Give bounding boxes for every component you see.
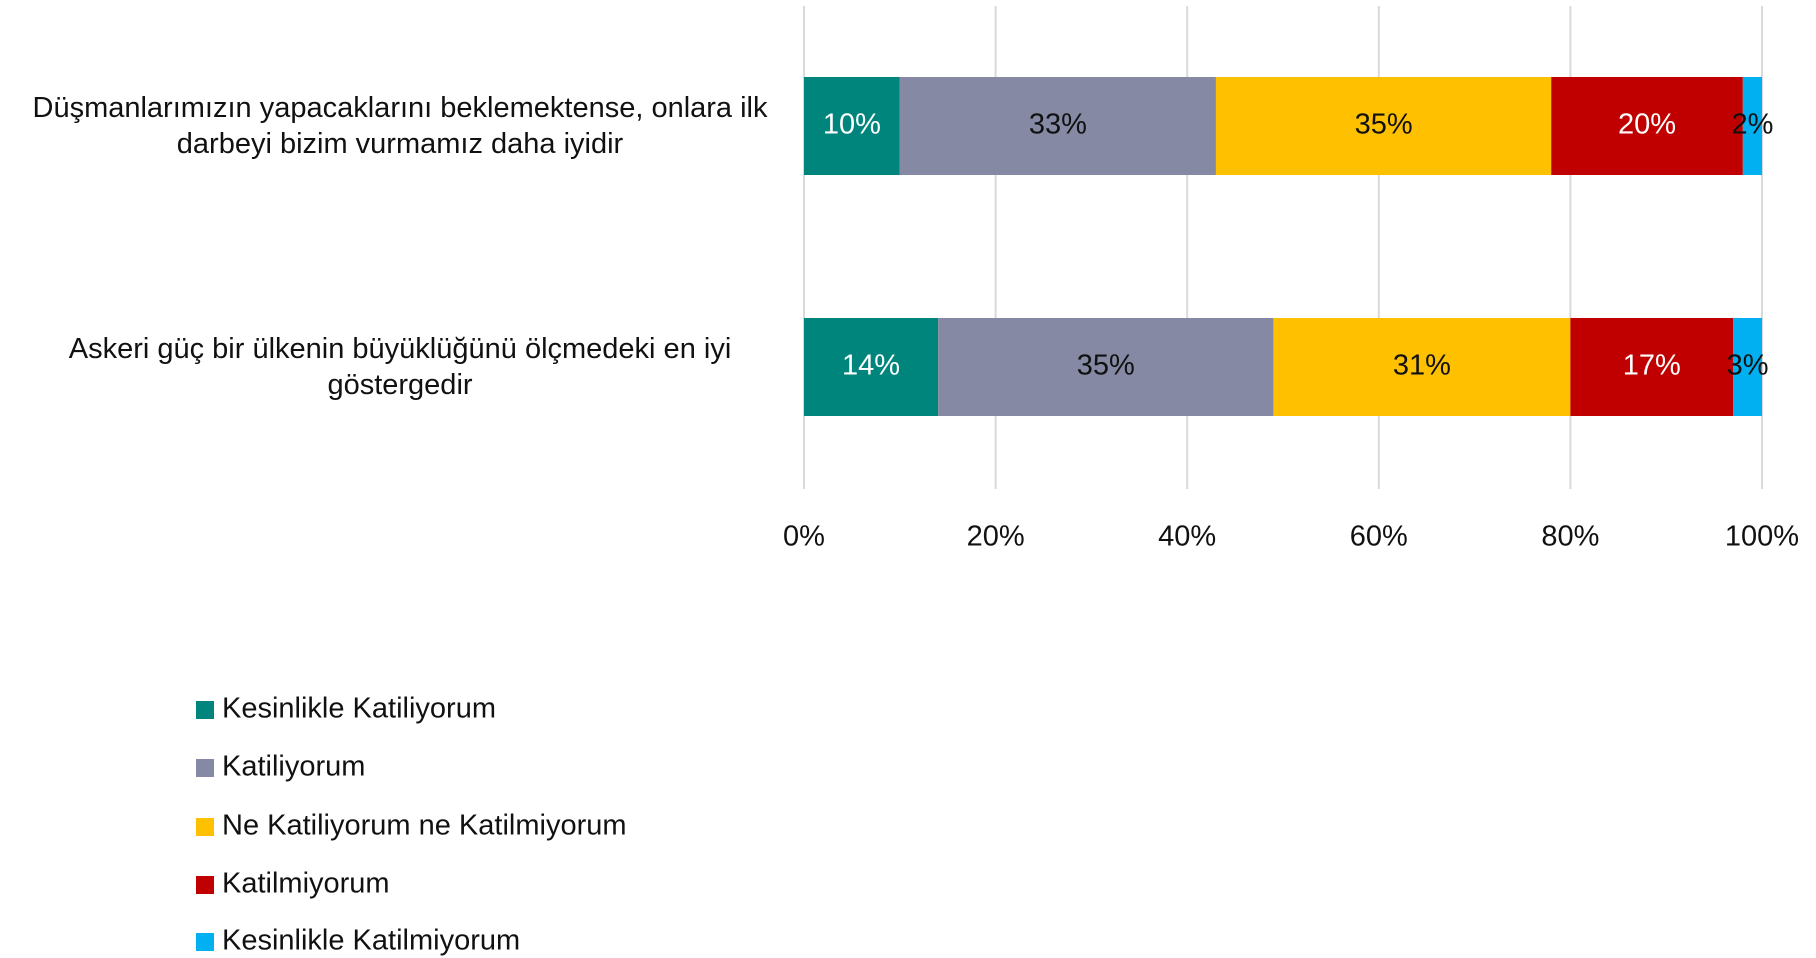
x-tick-label: 60%: [1350, 521, 1408, 553]
legend-swatch: [196, 701, 214, 719]
legend-swatch: [196, 933, 214, 951]
data-label: 17%: [1623, 350, 1681, 382]
data-label: 2%: [1731, 109, 1773, 141]
bar-segment: [1273, 318, 1571, 416]
category-label: Düşmanlarımızın yapacaklarını beklemekte…: [32, 92, 768, 160]
data-label: 10%: [823, 109, 881, 141]
bar-segment: [804, 318, 939, 416]
bar-segment: [804, 77, 900, 175]
data-label: 20%: [1618, 109, 1676, 141]
bar-segment: [1551, 77, 1743, 175]
data-label: 33%: [1029, 109, 1087, 141]
category-label: Askeri güç bir ülkenin büyüklüğünü ölçme…: [68, 333, 732, 401]
legend-label: Katilmiyorum: [222, 868, 390, 900]
bar-segment: [1215, 77, 1552, 175]
legend-swatch: [196, 818, 214, 836]
data-label: 35%: [1077, 350, 1135, 382]
legend-label: Ne Katiliyorum ne Katilmiyorum: [222, 810, 627, 842]
bar-segment: [1733, 318, 1762, 416]
data-label: 14%: [842, 350, 900, 382]
data-label: 35%: [1355, 109, 1413, 141]
bar-segment: [899, 77, 1216, 175]
bar-segment: [938, 318, 1274, 416]
x-tick-label: 80%: [1541, 521, 1599, 553]
data-label: 31%: [1393, 350, 1451, 382]
legend-label: Kesinlikle Katilmiyorum: [222, 925, 520, 957]
x-tick-label: 100%: [1725, 521, 1799, 553]
bar-segment: [1742, 77, 1762, 175]
legend-swatch: [196, 759, 214, 777]
x-tick-label: 20%: [967, 521, 1025, 553]
x-tick-label: 40%: [1158, 521, 1216, 553]
data-label: 3%: [1727, 350, 1769, 382]
bar-segment: [1570, 318, 1734, 416]
legend-label: Katiliyorum: [222, 751, 365, 783]
legend-label: Kesinlikle Katiliyorum: [222, 693, 496, 725]
legend-swatch: [196, 876, 214, 894]
x-tick-label: 0%: [783, 521, 825, 553]
